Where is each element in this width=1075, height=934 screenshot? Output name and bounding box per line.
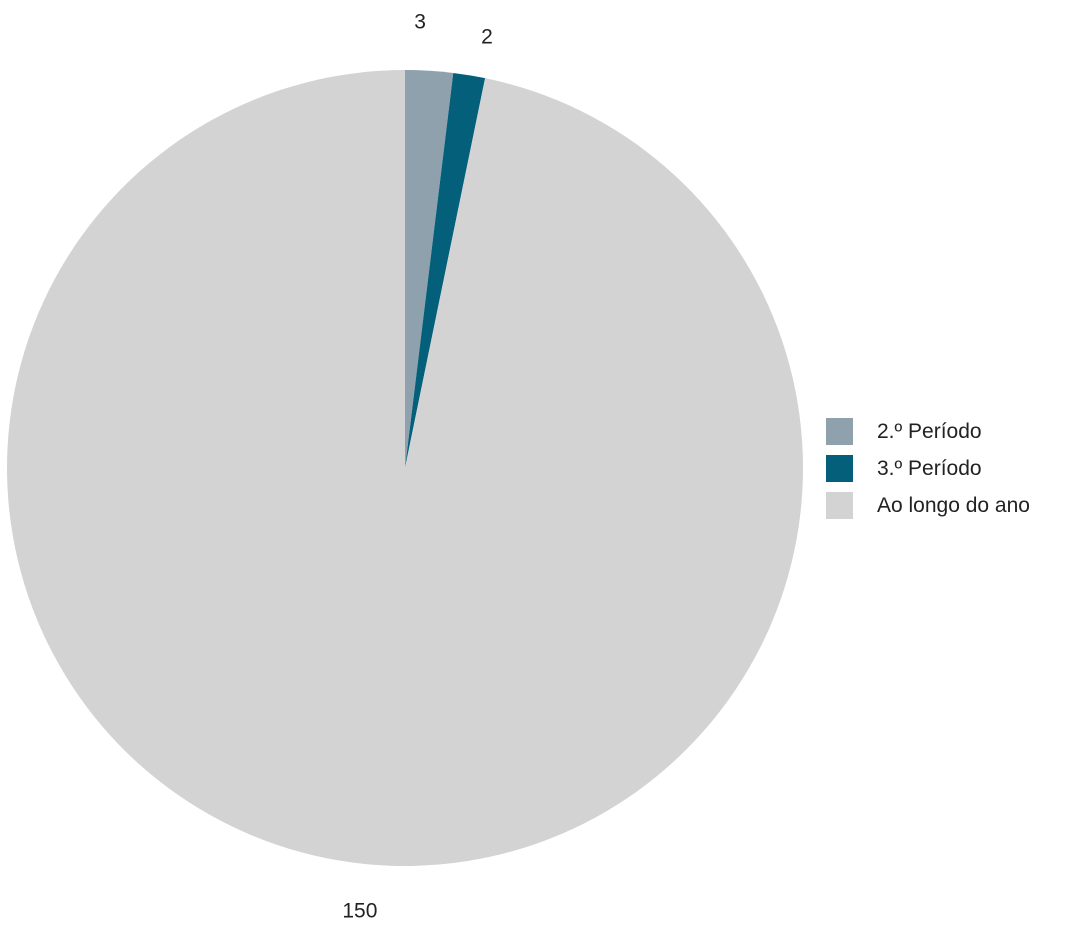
data-label-2: 2 [481,25,493,48]
data-label-3: 150 [342,899,377,922]
legend-swatch [826,455,853,482]
legend-item-3-periodo[interactable]: 3.º Período [826,450,1030,487]
legend-label: 3.º Período [877,456,982,480]
legend-label: Ao longo do ano [877,493,1030,517]
pie-data-labels: 3 2 150 [342,10,492,922]
legend-swatch [826,492,853,519]
legend-item-2-periodo[interactable]: 2.º Período [826,413,1030,450]
chart-legend: 2.º Período 3.º Período Ao longo do ano [826,413,1030,524]
pie-slice-1[interactable] [405,70,454,468]
pie-slice-2[interactable] [405,72,486,468]
data-label-1: 3 [414,10,426,33]
legend-label: 2.º Período [877,419,982,443]
legend-swatch [826,418,853,445]
legend-item-ao-longo-do-ano[interactable]: Ao longo do ano [826,487,1030,524]
pie-slice-3[interactable] [7,70,804,866]
pie-slices [7,70,804,866]
